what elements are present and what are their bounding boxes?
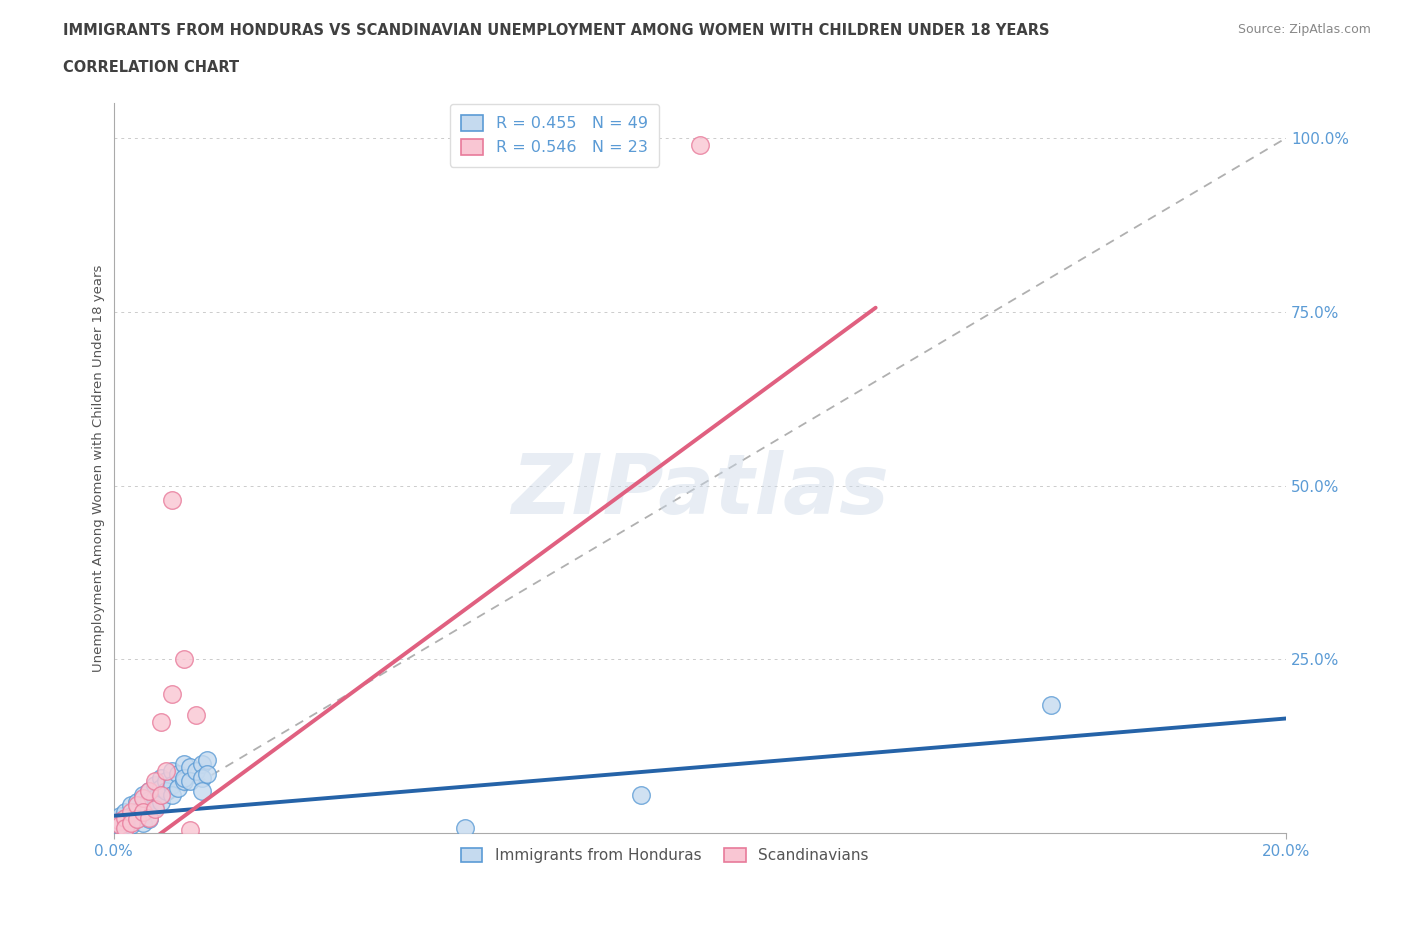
Point <box>167 780 190 795</box>
Point <box>138 784 160 799</box>
Point <box>132 816 155 830</box>
Point <box>149 714 172 729</box>
Point <box>132 804 155 819</box>
Point <box>149 780 172 795</box>
Text: IMMIGRANTS FROM HONDURAS VS SCANDINAVIAN UNEMPLOYMENT AMONG WOMEN WITH CHILDREN : IMMIGRANTS FROM HONDURAS VS SCANDINAVIAN… <box>63 23 1050 38</box>
Legend: Immigrants from Honduras, Scandinavians: Immigrants from Honduras, Scandinavians <box>456 842 875 870</box>
Point <box>155 764 177 778</box>
Point <box>127 794 149 809</box>
Point <box>132 788 155 803</box>
Point <box>132 791 155 806</box>
Point <box>149 788 172 803</box>
Point <box>155 784 177 799</box>
Point <box>120 817 142 832</box>
Point <box>120 804 142 819</box>
Point <box>173 770 195 785</box>
Point <box>120 816 142 830</box>
Point <box>143 802 166 817</box>
Point <box>143 799 166 814</box>
Point <box>143 777 166 792</box>
Point <box>454 820 477 835</box>
Point <box>127 804 149 819</box>
Point <box>127 812 149 827</box>
Point <box>143 774 166 789</box>
Point <box>184 708 207 723</box>
Point <box>197 766 219 781</box>
Point <box>132 804 155 819</box>
Y-axis label: Unemployment Among Women with Children Under 18 years: Unemployment Among Women with Children U… <box>93 264 105 672</box>
Point <box>127 798 149 813</box>
Point <box>162 764 184 778</box>
Point <box>162 788 184 803</box>
Point <box>143 791 166 806</box>
Point <box>173 652 195 667</box>
Text: ZIPatlas: ZIPatlas <box>510 450 889 531</box>
Point <box>114 818 136 833</box>
Point <box>197 752 219 767</box>
Point <box>179 774 201 789</box>
Point <box>114 810 136 825</box>
Point <box>184 764 207 778</box>
Point <box>120 808 142 823</box>
Point <box>108 817 131 832</box>
Text: Source: ZipAtlas.com: Source: ZipAtlas.com <box>1237 23 1371 36</box>
Point <box>155 774 177 789</box>
Point <box>114 804 136 819</box>
Point <box>149 788 172 803</box>
Point <box>190 756 212 771</box>
Point <box>167 766 190 781</box>
Point <box>179 760 201 775</box>
Point <box>120 813 142 828</box>
Point <box>173 756 195 771</box>
Point <box>179 822 201 837</box>
Point <box>127 812 149 827</box>
Point <box>190 770 212 785</box>
Point <box>689 138 711 153</box>
Point <box>162 777 184 792</box>
Point <box>120 798 142 813</box>
Point <box>162 492 184 507</box>
Point <box>138 792 160 807</box>
Point <box>108 812 131 827</box>
Point <box>1040 698 1063 712</box>
Point <box>138 784 160 799</box>
Point <box>114 816 136 830</box>
Point <box>190 784 212 799</box>
Point <box>138 802 160 817</box>
Point <box>630 788 652 803</box>
Point <box>108 808 131 823</box>
Point <box>108 818 131 833</box>
Point <box>149 770 172 785</box>
Point <box>149 794 172 809</box>
Point <box>162 686 184 701</box>
Point <box>108 813 131 828</box>
Point <box>114 812 136 827</box>
Point <box>138 810 160 825</box>
Point <box>138 812 160 827</box>
Point <box>173 774 195 789</box>
Text: CORRELATION CHART: CORRELATION CHART <box>63 60 239 75</box>
Point <box>114 820 136 835</box>
